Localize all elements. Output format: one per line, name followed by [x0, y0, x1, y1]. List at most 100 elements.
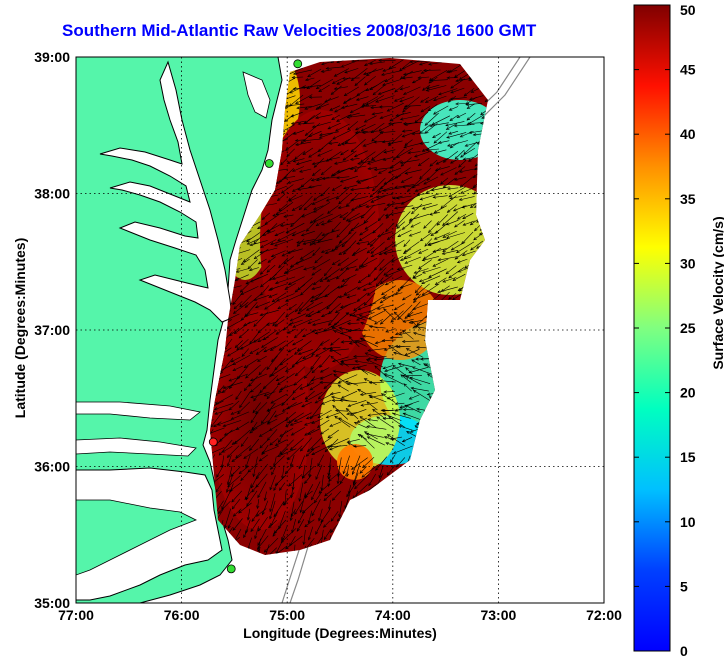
velocity-vector [210, 429, 214, 441]
velocity-vector-head [320, 222, 325, 226]
velocity-vector-head [353, 154, 358, 158]
velocity-vector [433, 195, 448, 198]
velocity-vector [343, 94, 360, 104]
velocity-vector [266, 321, 278, 326]
velocity-vector-head [377, 217, 382, 222]
velocity-vector-head [256, 358, 261, 362]
velocity-vector [288, 319, 303, 326]
velocity-vector [266, 402, 285, 412]
velocity-vector-head [434, 230, 439, 234]
velocity-vector-head [269, 466, 274, 470]
velocity-vector [279, 355, 294, 366]
velocity-vector-head [287, 180, 291, 184]
velocity-vector [294, 284, 306, 293]
velocity-vector [396, 221, 406, 229]
velocity-vector [270, 283, 288, 290]
velocity-vector-head [315, 106, 320, 110]
velocity-vector [288, 412, 304, 424]
velocity-vector-head [246, 517, 250, 521]
velocity-vector-head [315, 531, 319, 535]
velocity-vector-head [456, 216, 461, 220]
velocity-vector-head [304, 106, 308, 110]
velocity-vector-head [321, 401, 325, 405]
velocity-vector-head [426, 392, 431, 396]
velocity-vector-head [434, 281, 439, 285]
velocity-vector-head [434, 150, 438, 154]
velocity-vector-head [407, 151, 411, 155]
velocity-vector-head [476, 141, 481, 145]
velocity-vector-head [297, 187, 301, 191]
velocity-vector-head [351, 252, 356, 256]
velocity-vector-head [384, 369, 388, 372]
velocity-vector [319, 132, 333, 139]
velocity-vector [454, 176, 467, 181]
velocity-vector [374, 365, 385, 375]
velocity-vector [367, 355, 387, 360]
velocity-vector [384, 346, 396, 351]
velocity-vector [363, 68, 384, 75]
velocity-vector [340, 175, 358, 183]
velocity-vector [260, 285, 270, 296]
velocity-vector [295, 94, 313, 104]
velocity-vector-head [454, 224, 458, 228]
velocity-vector [442, 240, 459, 252]
velocity-vector [276, 376, 285, 381]
velocity-vector-head [318, 517, 322, 522]
velocity-vector-head [474, 167, 478, 171]
velocity-vector [271, 365, 287, 376]
velocity-vector-head [365, 204, 370, 208]
velocity-vector [338, 246, 351, 255]
velocity-vector-head [311, 496, 314, 501]
velocity-vector-head [386, 472, 391, 476]
velocity-vector [288, 303, 297, 310]
velocity-vector [371, 249, 386, 257]
velocity-vector [219, 357, 234, 374]
velocity-vector [460, 148, 475, 158]
velocity-vector-head [240, 261, 245, 265]
velocity-vector [440, 177, 449, 185]
velocity-vector-head [389, 336, 394, 340]
velocity-vector [274, 238, 294, 247]
velocity-vector [312, 258, 331, 270]
velocity-vector-head [459, 184, 464, 188]
velocity-vector [269, 366, 279, 378]
radar-stations [208, 59, 303, 574]
velocity-vector-head [287, 282, 292, 286]
velocity-vector [314, 491, 322, 503]
velocity-vector-head [269, 508, 273, 513]
velocity-vector [412, 303, 429, 310]
velocity-vector-head [316, 424, 321, 428]
velocity-vector-head [287, 456, 291, 461]
velocity-vector [314, 255, 323, 264]
velocity-vector-head [343, 93, 348, 97]
velocity-vector-head [354, 127, 359, 131]
velocity-vector-head [285, 314, 289, 318]
velocity-vector-head [432, 111, 437, 115]
velocity-vector-head [231, 441, 236, 445]
velocity-vector [308, 510, 313, 524]
x-tick-label: 74:00 [375, 607, 411, 623]
velocity-vector-head [423, 225, 427, 229]
velocity-vector-head [456, 115, 461, 118]
velocity-vector [268, 519, 278, 528]
velocity-vector-head [387, 170, 392, 174]
velocity-vector-head [328, 447, 333, 451]
velocity-vector-head [383, 181, 388, 185]
y-tick-label: 36:00 [34, 459, 70, 475]
velocity-vector [282, 402, 297, 412]
y-tick-label: 35:00 [34, 595, 70, 611]
velocity-vector [320, 186, 330, 197]
velocity-vector-head [336, 480, 340, 485]
velocity-vector [302, 502, 314, 514]
velocity-vector-head [452, 297, 456, 301]
velocity-vector [261, 445, 279, 454]
velocity-vector-head [285, 298, 289, 302]
colorbar-tick-label: 5 [680, 578, 688, 594]
velocity-vector [315, 346, 333, 357]
velocity-vector-head [310, 447, 315, 451]
velocity-vector [438, 88, 458, 95]
velocity-vector [407, 178, 422, 192]
velocity-vector [340, 363, 360, 365]
